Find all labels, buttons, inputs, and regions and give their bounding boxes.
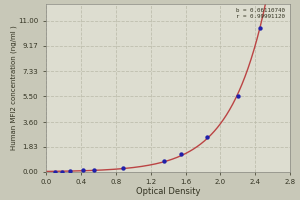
Point — [68, 169, 73, 173]
X-axis label: Optical Density: Optical Density — [136, 187, 200, 196]
Point — [92, 168, 96, 171]
Point — [52, 170, 57, 173]
Point — [80, 169, 85, 172]
Point — [179, 152, 184, 156]
Text: b = 0.06110740
r = 0.99991120: b = 0.06110740 r = 0.99991120 — [236, 8, 285, 19]
Point — [161, 160, 166, 163]
Point — [205, 136, 210, 139]
Y-axis label: Human MFI2 concentration (ng/ml ): Human MFI2 concentration (ng/ml ) — [10, 26, 17, 150]
Point — [236, 95, 240, 98]
Point — [59, 170, 64, 173]
Point — [257, 26, 262, 29]
Point — [120, 166, 125, 169]
